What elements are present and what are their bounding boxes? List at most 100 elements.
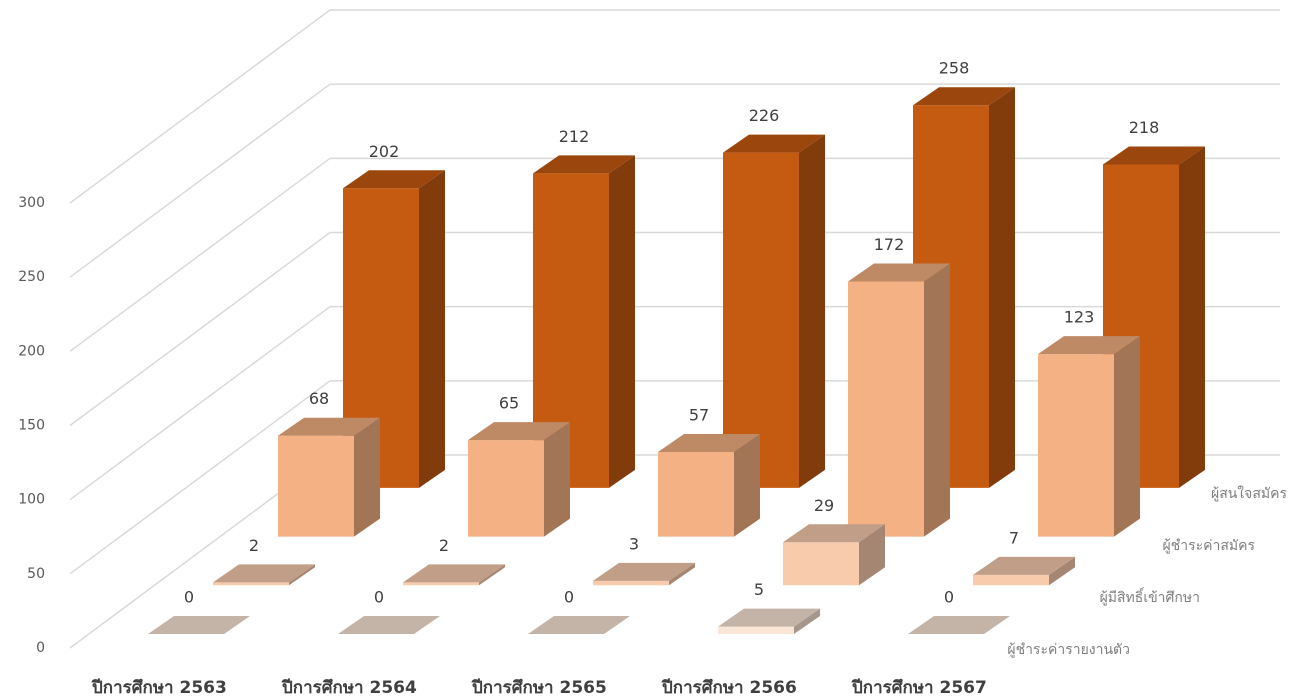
bar-side (794, 608, 820, 634)
bar-top (973, 556, 1075, 575)
bar-side (924, 263, 950, 537)
bar-top (913, 87, 1015, 106)
bar-side (734, 434, 760, 537)
bar (528, 616, 630, 634)
value-label: 7 (1009, 528, 1019, 547)
bar-top (593, 562, 695, 581)
bar-front (658, 452, 734, 537)
bar-top (723, 134, 825, 153)
x-tick-label: ปีการศึกษา 2565 (471, 677, 607, 698)
bar-side (669, 562, 695, 586)
value-label: 0 (374, 588, 384, 607)
value-label: 29 (814, 496, 834, 515)
bar-front (593, 580, 669, 586)
grid-line (69, 83, 331, 278)
bar (403, 564, 505, 586)
y-tick-label: 100 (18, 492, 45, 508)
value-label: 123 (1064, 308, 1095, 327)
bar (533, 155, 635, 488)
bar-front (973, 574, 1049, 586)
series-label: ผู้ชำระค่ารายงานตัว (1007, 642, 1130, 658)
value-label: 0 (564, 588, 574, 607)
x-tick-label: ปีการศึกษา 2567 (851, 677, 987, 698)
bar (593, 562, 695, 586)
value-label: 0 (184, 588, 194, 607)
bar-front (783, 542, 859, 586)
bar (468, 422, 570, 537)
bar-front (468, 440, 544, 537)
bar-front (533, 173, 609, 488)
y-tick-label: 250 (18, 269, 45, 285)
y-tick-label: 0 (36, 640, 45, 656)
bar-side (989, 87, 1015, 488)
value-label: 2 (439, 536, 449, 555)
grid-line (69, 306, 331, 501)
bar (913, 87, 1015, 488)
x-tick-label: ปีการศึกษา 2564 (281, 677, 417, 698)
series-label: ผู้มีสิทธิ์เข้าศึกษา (1100, 587, 1200, 606)
bar-front (723, 152, 799, 488)
bar (338, 616, 440, 634)
grid-line (69, 231, 331, 427)
y-tick-label: 150 (18, 418, 45, 434)
x-tick-label: ปีการศึกษา 2566 (661, 677, 797, 698)
bar (718, 608, 820, 634)
bar (343, 170, 445, 488)
bar (908, 616, 1010, 634)
bar-top (908, 616, 1010, 634)
bar-front (343, 188, 419, 488)
value-label: 3 (629, 534, 639, 553)
series-label: ผู้ชำระค่าสมัคร (1163, 538, 1256, 554)
bar-front (848, 281, 924, 537)
bar-side (1049, 556, 1075, 586)
value-label: 202 (369, 142, 400, 161)
bar-side (354, 417, 380, 537)
value-label: 2 (249, 536, 259, 555)
value-label: 172 (874, 235, 905, 254)
bar-top (1103, 146, 1205, 165)
grid-line (69, 380, 331, 575)
y-tick-label: 200 (18, 343, 45, 359)
bar-top (848, 263, 950, 282)
value-label: 65 (499, 394, 519, 413)
bar-top (718, 608, 820, 627)
bar-side (1179, 146, 1205, 488)
series-label: ผู้สนใจสมัคร (1211, 485, 1287, 502)
bar-top (403, 564, 505, 583)
bar-top (533, 155, 635, 174)
bar-top (148, 616, 250, 634)
bar-side (419, 170, 445, 488)
grid-line (69, 157, 331, 352)
bar-top (343, 170, 445, 189)
bar (783, 524, 885, 586)
bar-side (799, 134, 825, 488)
bar-side (289, 564, 315, 586)
value-label: 5 (754, 580, 764, 599)
bar-top (338, 616, 440, 634)
bar-side (479, 564, 505, 586)
bar (278, 417, 380, 537)
bar-front (403, 582, 479, 586)
bar (973, 556, 1075, 586)
bar (213, 564, 315, 586)
value-label: 57 (689, 406, 709, 425)
value-label: 258 (939, 59, 970, 78)
value-label: 0 (944, 588, 954, 607)
bar-top (278, 417, 380, 436)
bar-side (1114, 336, 1140, 537)
bar (848, 263, 950, 537)
bar (148, 616, 250, 634)
value-label: 218 (1129, 118, 1160, 137)
bar-top (1038, 336, 1140, 355)
bar (1038, 336, 1140, 537)
bar-front (718, 626, 794, 634)
bar-top (213, 564, 315, 583)
value-label: 68 (309, 389, 329, 408)
x-tick-label: ปีการศึกษา 2563 (91, 677, 227, 698)
bar-top (528, 616, 630, 634)
value-label: 226 (749, 106, 780, 125)
bar-top (468, 422, 570, 441)
bar-top (658, 434, 760, 453)
bar-side (609, 155, 635, 488)
